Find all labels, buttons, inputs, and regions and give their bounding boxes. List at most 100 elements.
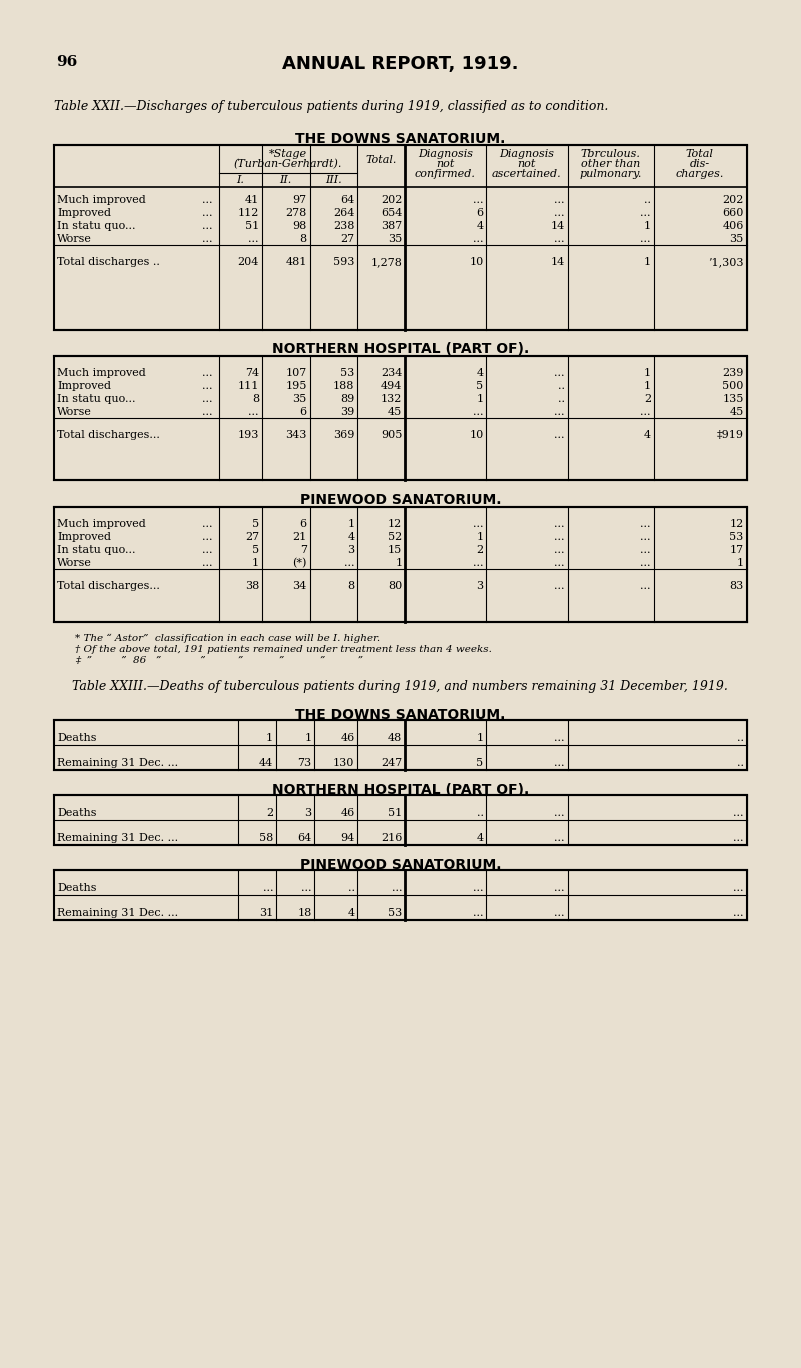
Text: Remaining 31 Dec. ...: Remaining 31 Dec. ... xyxy=(57,758,179,767)
Text: 46: 46 xyxy=(340,808,355,818)
Text: ...: ... xyxy=(473,558,484,568)
Text: ...: ... xyxy=(554,196,565,205)
Text: 6: 6 xyxy=(300,408,307,417)
Text: ...: ... xyxy=(554,558,565,568)
Text: Worse: Worse xyxy=(57,408,92,417)
Text: 12: 12 xyxy=(388,518,402,529)
Text: Remaining 31 Dec. ...: Remaining 31 Dec. ... xyxy=(57,908,179,918)
Text: 7: 7 xyxy=(300,544,307,555)
Text: confirmed.: confirmed. xyxy=(415,170,476,179)
Text: 188: 188 xyxy=(333,382,355,391)
Text: 1: 1 xyxy=(477,733,484,743)
Bar xyxy=(54,720,747,770)
Text: 31: 31 xyxy=(259,908,273,918)
Text: THE DOWNS SANATORIUM.: THE DOWNS SANATORIUM. xyxy=(296,709,505,722)
Text: 80: 80 xyxy=(388,581,402,591)
Text: Deaths: Deaths xyxy=(57,808,97,818)
Text: (*): (*) xyxy=(292,558,307,568)
Text: ...: ... xyxy=(554,808,565,818)
Bar xyxy=(54,145,747,330)
Text: Worse: Worse xyxy=(57,558,92,568)
Text: ...: ... xyxy=(202,518,212,529)
Text: Improved: Improved xyxy=(57,382,111,391)
Bar xyxy=(54,356,747,480)
Text: 58: 58 xyxy=(259,833,273,843)
Text: 5: 5 xyxy=(252,518,259,529)
Text: 660: 660 xyxy=(723,208,743,218)
Text: 12: 12 xyxy=(730,518,743,529)
Text: ’1,303: ’1,303 xyxy=(708,257,743,267)
Text: ..: .. xyxy=(557,394,565,404)
Text: ...: ... xyxy=(554,758,565,767)
Text: 53: 53 xyxy=(730,532,743,542)
Text: 48: 48 xyxy=(388,733,402,743)
Text: ...: ... xyxy=(301,882,312,893)
Text: not: not xyxy=(517,159,536,170)
Bar xyxy=(54,508,747,622)
Text: not: not xyxy=(437,159,454,170)
Text: ascertained.: ascertained. xyxy=(492,170,562,179)
Text: ...: ... xyxy=(641,558,651,568)
Text: ...: ... xyxy=(641,532,651,542)
Text: Total.: Total. xyxy=(365,155,397,166)
Text: 8: 8 xyxy=(348,581,355,591)
Text: Table XXIII.—Deaths of tuberculous patients during 1919, and numbers remaining 3: Table XXIII.—Deaths of tuberculous patie… xyxy=(72,680,728,694)
Text: 35: 35 xyxy=(730,234,743,244)
Text: ...: ... xyxy=(263,882,273,893)
Text: Much improved: Much improved xyxy=(57,368,146,378)
Text: ...: ... xyxy=(392,882,402,893)
Text: 15: 15 xyxy=(388,544,402,555)
Text: 27: 27 xyxy=(340,234,355,244)
Text: In statu quo...: In statu quo... xyxy=(57,544,135,555)
Text: Total discharges...: Total discharges... xyxy=(57,581,160,591)
Text: ...: ... xyxy=(641,234,651,244)
Text: ...: ... xyxy=(554,518,565,529)
Text: 132: 132 xyxy=(381,394,402,404)
Text: ...: ... xyxy=(554,208,565,218)
Text: PINEWOOD SANATORIUM.: PINEWOOD SANATORIUM. xyxy=(300,492,501,508)
Text: 14: 14 xyxy=(550,257,565,267)
Text: 654: 654 xyxy=(381,208,402,218)
Text: ...: ... xyxy=(202,408,212,417)
Text: (Turban-Gerhardt).: (Turban-Gerhardt). xyxy=(233,159,342,170)
Text: ...: ... xyxy=(473,408,484,417)
Text: 3: 3 xyxy=(304,808,312,818)
Text: 1: 1 xyxy=(644,382,651,391)
Text: 3: 3 xyxy=(348,544,355,555)
Text: ...: ... xyxy=(202,382,212,391)
Text: 8: 8 xyxy=(300,234,307,244)
Text: III.: III. xyxy=(325,175,342,185)
Bar xyxy=(54,795,747,845)
Text: other than: other than xyxy=(582,159,640,170)
Text: 52: 52 xyxy=(388,532,402,542)
Text: 4: 4 xyxy=(477,222,484,231)
Text: 4: 4 xyxy=(348,908,355,918)
Text: 5: 5 xyxy=(477,758,484,767)
Text: charges.: charges. xyxy=(675,170,724,179)
Text: 39: 39 xyxy=(340,408,355,417)
Text: ...: ... xyxy=(641,518,651,529)
Text: ...: ... xyxy=(554,532,565,542)
Text: 111: 111 xyxy=(238,382,259,391)
Text: ...: ... xyxy=(733,882,743,893)
Text: ...: ... xyxy=(202,544,212,555)
Text: In statu quo...: In statu quo... xyxy=(57,222,135,231)
Text: 6: 6 xyxy=(477,208,484,218)
Text: 1: 1 xyxy=(737,558,743,568)
Text: ...: ... xyxy=(554,544,565,555)
Text: ...: ... xyxy=(733,908,743,918)
Text: ...: ... xyxy=(202,558,212,568)
Text: 97: 97 xyxy=(292,196,307,205)
Text: ...: ... xyxy=(202,532,212,542)
Text: 4: 4 xyxy=(348,532,355,542)
Text: ...: ... xyxy=(473,234,484,244)
Text: 1: 1 xyxy=(477,532,484,542)
Text: dis-: dis- xyxy=(690,159,710,170)
Text: 202: 202 xyxy=(723,196,743,205)
Text: 905: 905 xyxy=(381,430,402,440)
Text: 387: 387 xyxy=(381,222,402,231)
Text: 1: 1 xyxy=(266,733,273,743)
Text: ...: ... xyxy=(641,408,651,417)
Text: Total discharges...: Total discharges... xyxy=(57,430,160,440)
Text: 1: 1 xyxy=(304,733,312,743)
